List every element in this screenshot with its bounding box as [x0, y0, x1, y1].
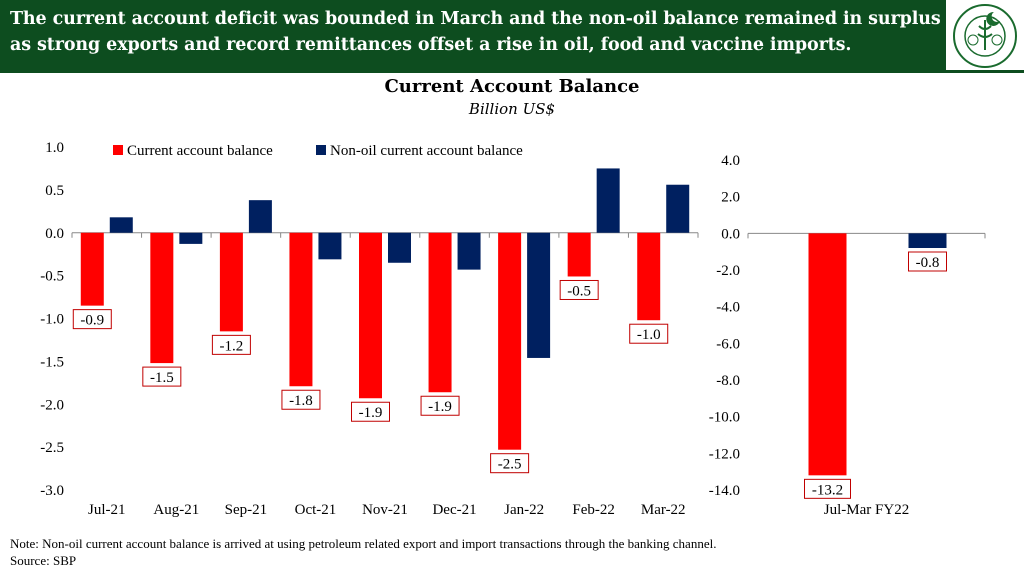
- data-label-box: [490, 453, 530, 474]
- data-label: -1.9: [428, 399, 452, 415]
- y-tick-label: -1.0: [40, 312, 64, 328]
- y-tick-label: -3.0: [40, 483, 64, 499]
- bar-current-account: [150, 232, 174, 364]
- x-tick-label: Oct-21: [295, 502, 337, 518]
- bar-current-account: [80, 232, 104, 306]
- bar-nonoil: [457, 232, 481, 270]
- header-divider: [0, 70, 1024, 73]
- sbp-logo-icon: [953, 4, 1017, 68]
- x-tick-label: Mar-22: [641, 502, 686, 518]
- data-label: -1.8: [289, 393, 313, 409]
- bar-nonoil: [179, 232, 203, 244]
- headline-banner: The current account deficit was bounded …: [0, 0, 946, 70]
- footnote-note: Note: Non-oil current account balance is…: [10, 536, 717, 551]
- y-tick-label: -10.0: [709, 410, 740, 426]
- y-tick-label: -12.0: [709, 446, 740, 462]
- legend-swatch-current: [113, 145, 123, 155]
- bar-current-account: [359, 232, 382, 399]
- legend-label-current: Current account balance: [127, 143, 273, 159]
- bar-nonoil: [908, 233, 947, 248]
- data-label-box: [559, 279, 599, 300]
- bar-nonoil: [527, 232, 551, 358]
- data-label-box: [211, 334, 251, 355]
- bar-current-account: [498, 232, 522, 450]
- y-tick-label: -0.5: [40, 269, 64, 285]
- y-tick-label: -4.0: [716, 300, 740, 316]
- y-tick-label: 0.0: [721, 226, 740, 242]
- data-label-box: [281, 389, 321, 410]
- bar-nonoil: [109, 217, 133, 233]
- bar-current-account: [567, 232, 591, 277]
- legend-label-nonoil: Non-oil current account balance: [330, 143, 523, 159]
- y-tick-label: 1.0: [45, 140, 64, 156]
- x-tick-label: Sep-21: [225, 502, 268, 518]
- x-tick-label: Jul-21: [88, 502, 126, 518]
- x-tick-label: Jan-22: [504, 502, 544, 518]
- y-tick-label: -8.0: [716, 373, 740, 389]
- y-tick-label: -1.5: [40, 354, 64, 370]
- bar-current-account: [219, 232, 243, 332]
- y-tick-label: -2.0: [40, 397, 64, 413]
- x-tick-label: Jul-Mar FY22: [824, 502, 909, 518]
- data-label: -1.0: [637, 327, 661, 343]
- data-label-box: [142, 366, 182, 387]
- x-tick-label: Aug-21: [153, 502, 199, 518]
- footnote-source: Source: SBP: [10, 553, 77, 568]
- y-tick-label: 0.5: [45, 183, 64, 199]
- x-tick-label: Nov-21: [362, 502, 408, 518]
- headline-line-1: The current account deficit was bounded …: [10, 9, 941, 29]
- data-label: -1.5: [150, 370, 174, 386]
- data-label-box: [629, 323, 669, 344]
- y-tick-label: -6.0: [716, 336, 740, 352]
- data-label-box: [908, 251, 947, 272]
- data-label-box: [351, 401, 390, 422]
- bar-current-account: [289, 232, 313, 387]
- bar-current-account: [808, 233, 847, 476]
- bar-nonoil: [318, 232, 342, 260]
- bar-nonoil: [388, 232, 411, 263]
- bar-current-account: [637, 232, 661, 321]
- bar-nonoil: [248, 200, 272, 233]
- chart-subtitle: Billion US$: [468, 100, 556, 118]
- data-label: -0.8: [916, 255, 940, 271]
- bar-nonoil: [666, 184, 690, 233]
- data-label: -1.9: [359, 405, 383, 421]
- data-label: -1.2: [220, 338, 244, 354]
- chart-title: Current Account Balance: [384, 76, 640, 97]
- bar-current-account: [428, 232, 452, 393]
- data-label: -2.5: [498, 457, 522, 473]
- y-tick-label: -14.0: [709, 483, 740, 499]
- y-tick-label: 2.0: [721, 190, 740, 206]
- y-tick-label: -2.0: [716, 263, 740, 279]
- data-label-box: [72, 309, 112, 330]
- x-tick-label: Dec-21: [432, 502, 476, 518]
- headline-line-2: as strong exports and record remittances…: [10, 35, 852, 55]
- legend-swatch-nonoil: [316, 145, 326, 155]
- y-tick-label: -2.5: [40, 440, 64, 456]
- data-label: -0.9: [80, 313, 104, 329]
- bar-nonoil: [596, 168, 620, 233]
- x-tick-label: Feb-22: [572, 502, 615, 518]
- data-label: -13.2: [812, 482, 843, 498]
- y-tick-label: 0.0: [45, 226, 64, 242]
- data-label-box: [420, 395, 460, 416]
- data-label: -0.5: [567, 283, 591, 299]
- data-label-box: [804, 478, 851, 499]
- footnote: Note: Non-oil current account balance is…: [10, 535, 716, 569]
- y-tick-label: 4.0: [721, 153, 740, 169]
